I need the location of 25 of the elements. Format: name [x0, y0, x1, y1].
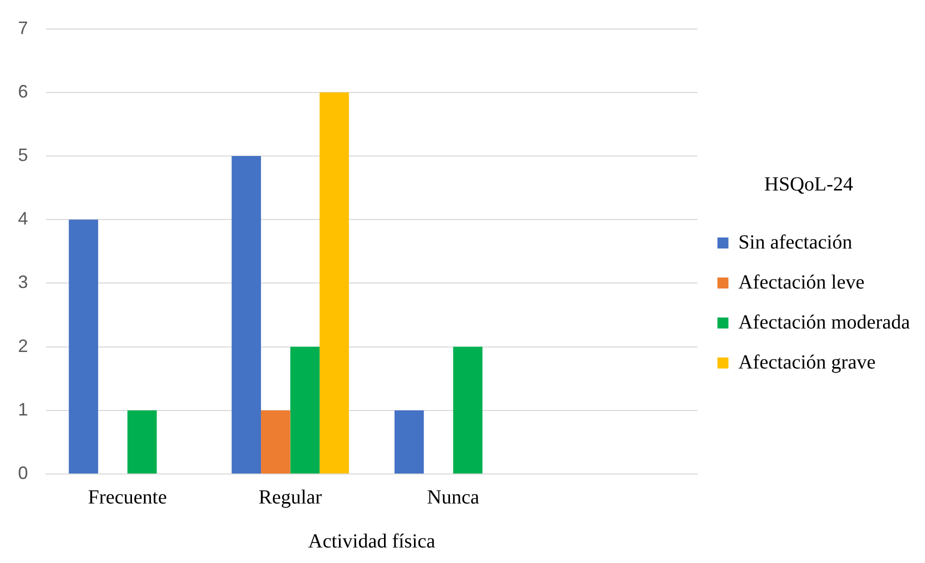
legend-label: Afectación leve: [738, 271, 865, 294]
bar: [320, 92, 349, 474]
bar: [260, 410, 290, 474]
legend-label: Afectación grave: [738, 351, 876, 374]
y-tick-label: 4: [18, 208, 28, 229]
legend-label: Afectación moderada: [738, 311, 910, 334]
bar: [394, 410, 424, 474]
y-tick-label: 1: [18, 399, 28, 420]
bar: [232, 156, 261, 474]
legend-title: HSQoL-24: [764, 173, 854, 196]
y-tick-label: 3: [18, 272, 28, 292]
x-axis-title: Actividad física: [308, 530, 436, 552]
y-tick-label: 2: [18, 336, 28, 356]
x-tick-label: Frecuente: [88, 486, 167, 508]
bar: [290, 346, 320, 474]
bar: [127, 410, 157, 474]
x-tick-label: Nunca: [427, 486, 480, 508]
y-tick-label: 6: [18, 81, 28, 102]
y-tick-label: 7: [18, 18, 28, 38]
legend-label: Sin afectación: [738, 231, 852, 254]
y-tick-label: 0: [18, 462, 28, 483]
bar: [68, 220, 98, 474]
y-tick-label: 5: [18, 144, 28, 165]
x-tick-label: Regular: [258, 486, 322, 508]
bar: [453, 346, 482, 474]
